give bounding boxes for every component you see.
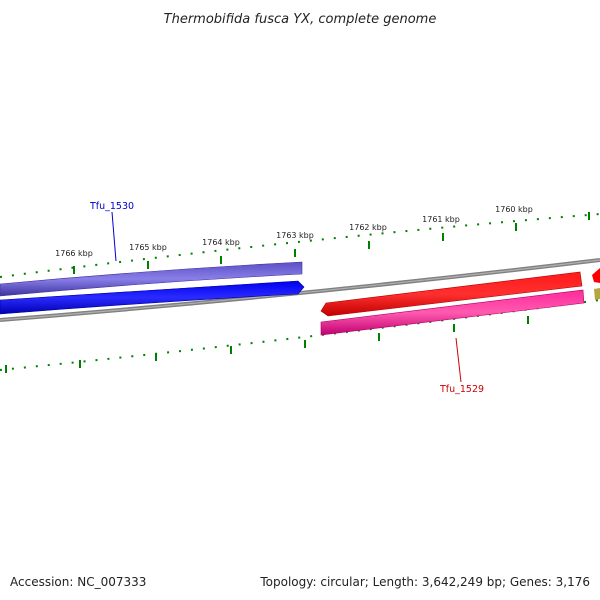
tick-label-1765: 1765 kbp <box>129 243 167 252</box>
cds-feature-reverse[interactable] <box>0 261 303 297</box>
leader-line-tfu-1529 <box>455 337 462 383</box>
partial-feature-olive[interactable] <box>594 288 600 300</box>
cds-feature-forward[interactable] <box>320 289 585 336</box>
outer-major-ticks <box>73 212 590 274</box>
partial-gene-arrow-red[interactable] <box>592 268 600 283</box>
tick-label-1761: 1761 kbp <box>422 215 460 224</box>
tick-label-1760: 1760 kbp <box>495 205 533 214</box>
inner-major-ticks <box>5 316 529 373</box>
tick-label-1762: 1762 kbp <box>349 223 387 232</box>
gene-arrow-tfu-1529[interactable] <box>320 271 583 317</box>
gene-label-tfu-1530[interactable]: Tfu_1530 <box>89 201 134 212</box>
genome-summary-text: Topology: circular; Length: 3,642,249 bp… <box>259 575 590 589</box>
gene-label-tfu-1529[interactable]: Tfu_1529 <box>439 384 484 395</box>
inner-tick-ring <box>0 299 600 371</box>
map-title: Thermobifida fusca YX, complete genome <box>164 12 437 27</box>
gene-arrow-tfu-1530[interactable] <box>0 280 305 315</box>
tick-label-1766: 1766 kbp <box>55 249 93 258</box>
leader-line-tfu-1530 <box>111 211 117 262</box>
outer-tick-ring <box>0 213 600 278</box>
accession-text: Accession: NC_007333 <box>10 575 146 589</box>
tick-label-1763: 1763 kbp <box>276 231 314 240</box>
tick-label-1764: 1764 kbp <box>202 238 240 247</box>
